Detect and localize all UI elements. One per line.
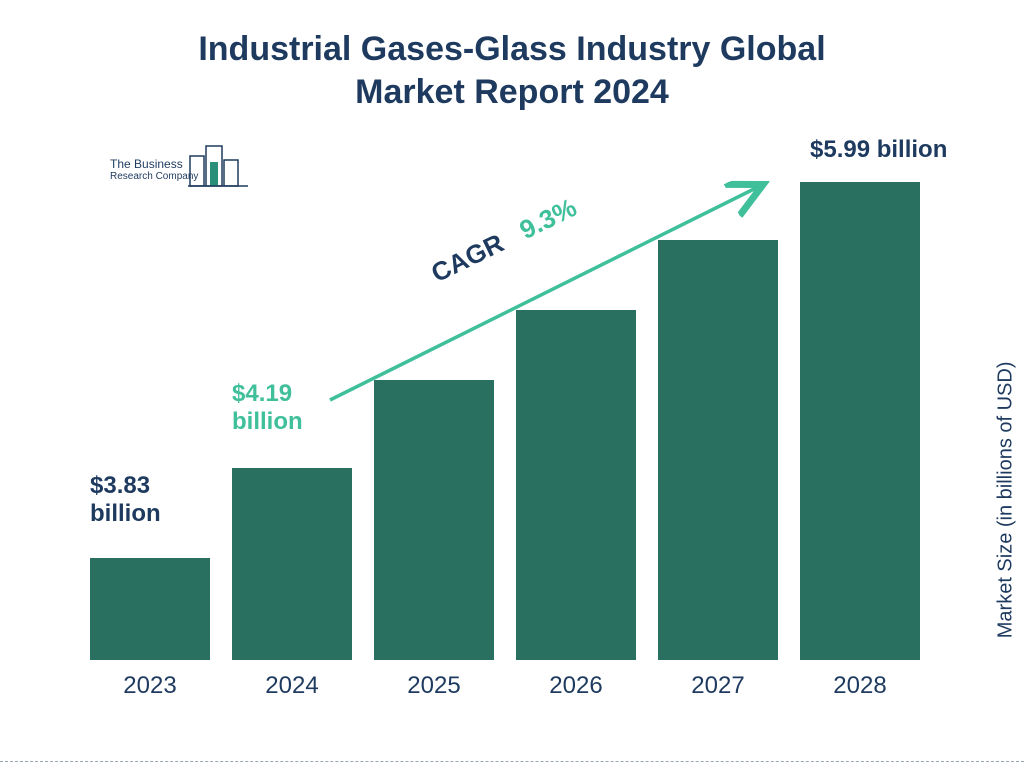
value-label-2024: $4.19 billion [232, 380, 303, 435]
x-axis-tick-label: 2025 [374, 664, 494, 700]
value-label-2023-amount: $3.83 [90, 472, 150, 499]
value-label-2028-amount: $5.99 billion [810, 136, 947, 163]
x-axis-tick-label: 2028 [800, 664, 920, 700]
x-axis-tick-label: 2027 [658, 664, 778, 700]
bar [516, 310, 636, 660]
value-label-2023: $3.83 billion [90, 472, 161, 527]
title-line1: Industrial Gases-Glass Industry Global [198, 30, 825, 68]
bar-column [374, 380, 494, 660]
bars-container [80, 130, 930, 660]
y-axis-label: Market Size (in billions of USD) [995, 362, 1018, 639]
value-label-2024-unit: billion [232, 408, 303, 435]
value-label-2024-amount: $4.19 [232, 380, 292, 407]
bar [658, 240, 778, 660]
bar-column [90, 558, 210, 660]
bar [90, 558, 210, 660]
x-axis-labels: 2023 2024 2025 2026 2027 2028 [80, 664, 930, 700]
bar [800, 182, 920, 660]
value-label-2023-unit: billion [90, 500, 161, 527]
title-line2: Market Report 2024 [355, 73, 669, 111]
bar-column [658, 240, 778, 660]
bar-column [800, 182, 920, 660]
x-axis-tick-label: 2026 [516, 664, 636, 700]
chart-title: Industrial Gases-Glass Industry Global M… [0, 28, 1024, 113]
footer-divider [0, 761, 1024, 762]
bar-column [232, 468, 352, 660]
value-label-2028: $5.99 billion [810, 136, 947, 164]
x-axis-tick-label: 2023 [90, 664, 210, 700]
x-axis-tick-label: 2024 [232, 664, 352, 700]
bar [374, 380, 494, 660]
bar-chart: 2023 2024 2025 2026 2027 2028 [80, 130, 930, 700]
bar-column [516, 310, 636, 660]
bar [232, 468, 352, 660]
